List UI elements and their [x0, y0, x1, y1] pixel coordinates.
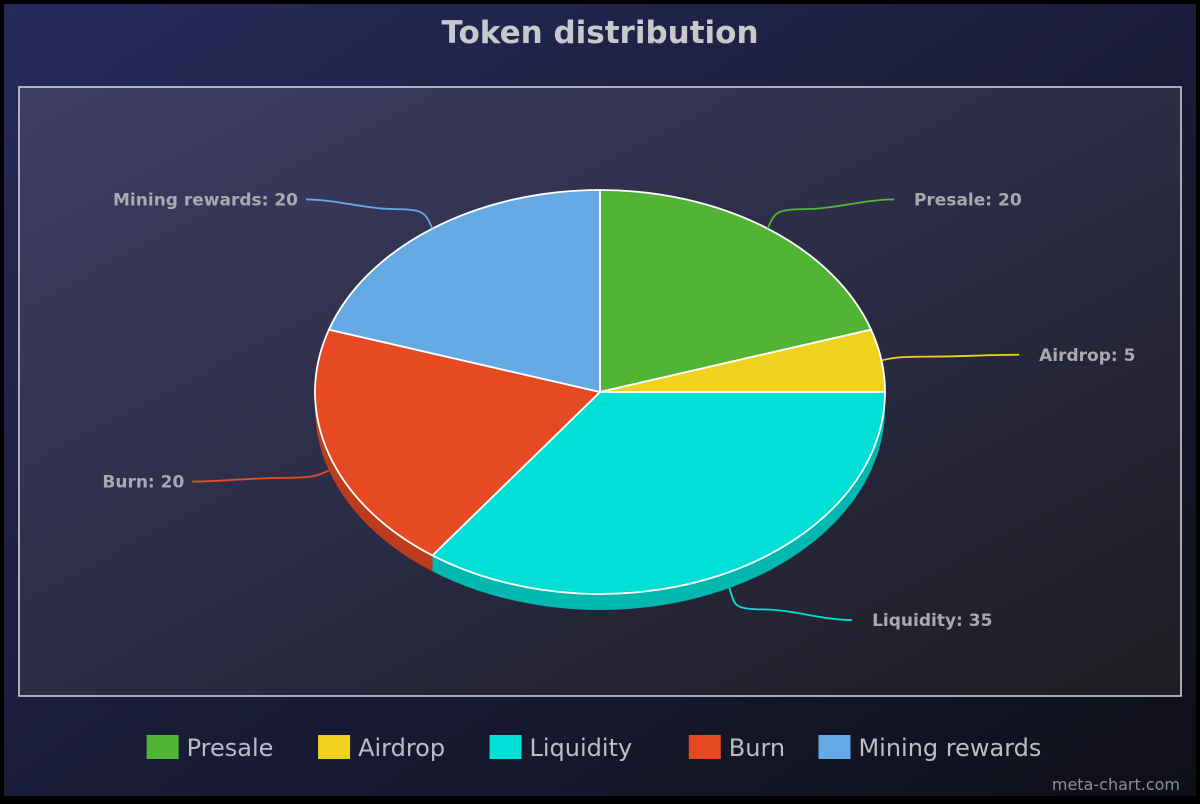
legend-swatch-presale — [146, 735, 179, 759]
pie-depth — [315, 392, 885, 610]
connector-presale — [766, 198, 894, 229]
legend-label-burn: Burn — [729, 734, 785, 762]
legend-swatch-liquidity — [489, 735, 522, 759]
data-label-presale: Presale: 20 — [914, 190, 1022, 210]
footer-credit: meta-chart.com — [1052, 775, 1180, 794]
connector-airdrop — [881, 353, 1020, 362]
data-label-airdrop: Airdrop: 5 — [1039, 346, 1135, 366]
data-label-mining-rewards: Mining rewards: 20 — [113, 190, 298, 210]
legend-label-presale: Presale — [187, 734, 274, 762]
pie-slice-liquidity — [431, 391, 886, 595]
pie-depth-burn — [315, 392, 433, 572]
connector-burn — [192, 469, 330, 483]
data-label-liquidity: Liquidity: 35 — [872, 611, 992, 631]
pie-slice-burn — [314, 328, 601, 557]
legend-label-airdrop: Airdrop — [358, 734, 445, 762]
chart-title: Token distribution — [441, 15, 758, 51]
pie-slices — [314, 189, 886, 595]
legend-label-mining-rewards: Mining rewards — [858, 734, 1041, 762]
legend-label-liquidity: Liquidity — [530, 734, 633, 762]
legend-swatch-mining-rewards — [818, 735, 851, 759]
connector-mining-rewards — [306, 198, 434, 229]
pie-slice-presale — [599, 189, 872, 393]
legend-swatch-airdrop — [318, 735, 351, 759]
pie-labels: Presale: 20 Airdrop: 5 Liquidity: 35 Burn: … — [102, 190, 1135, 631]
connector-liquidity — [728, 587, 853, 621]
data-label-burn: Burn: 20 — [102, 473, 184, 493]
legend: Presale Airdrop Liquidity Burn Mining reward… — [146, 734, 1041, 762]
pie-slice-mining-rewards — [328, 189, 601, 393]
pie-depth-liquidity — [432, 392, 885, 610]
legend-swatch-burn — [688, 735, 721, 759]
